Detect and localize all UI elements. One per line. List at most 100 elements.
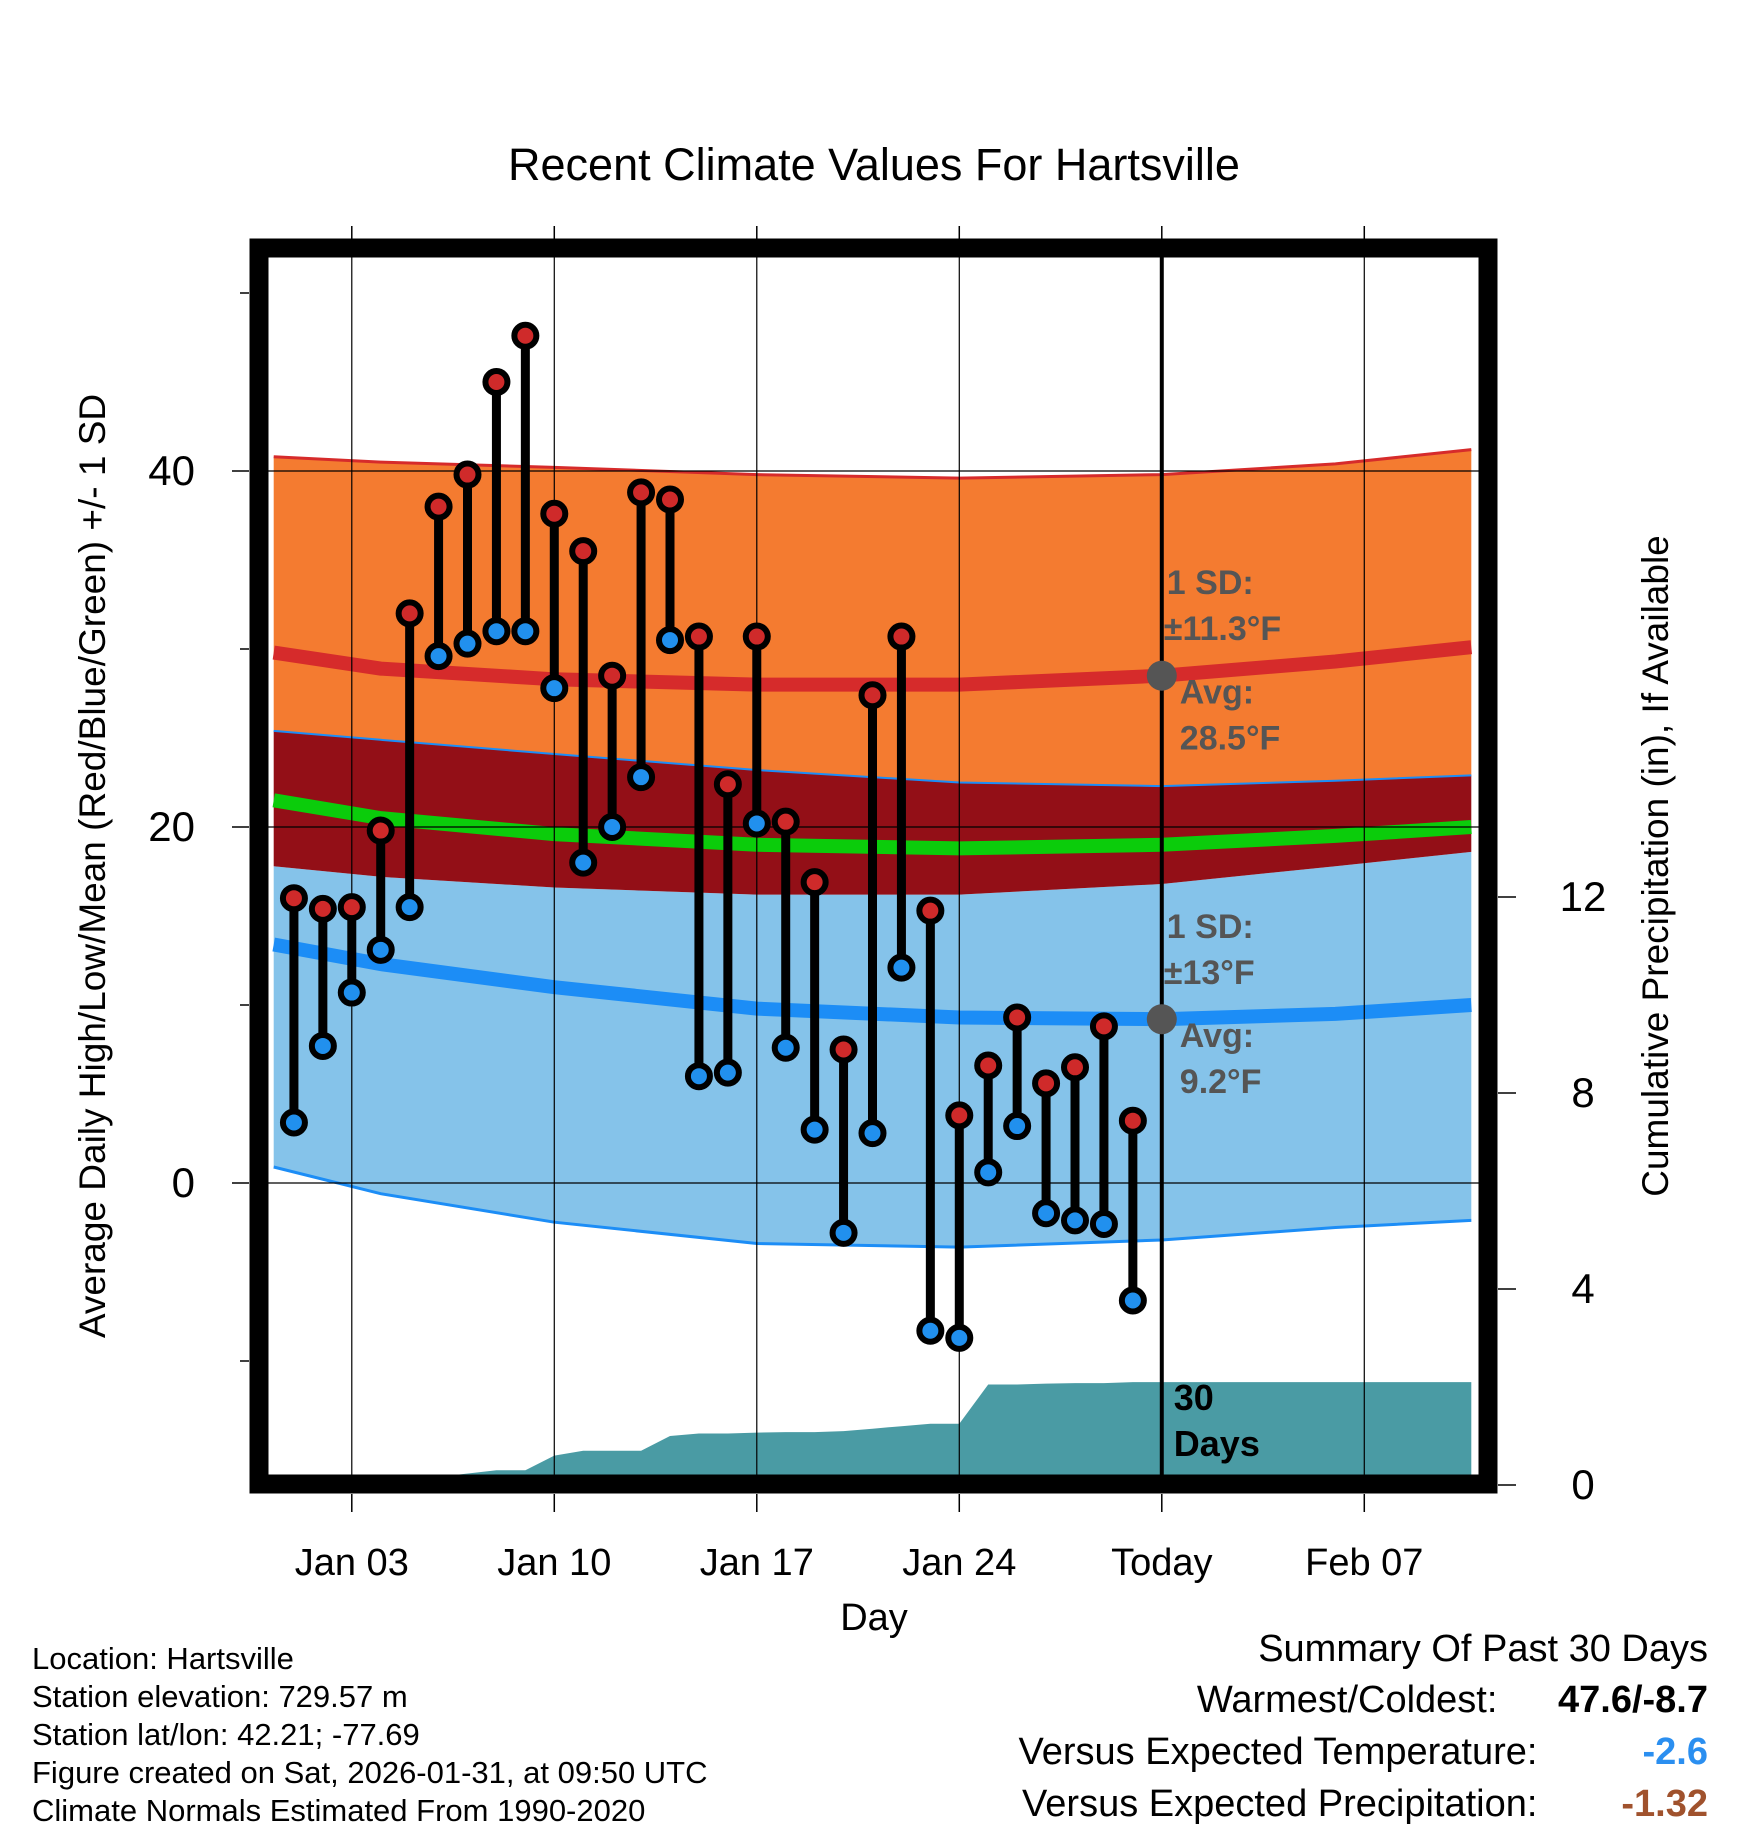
y-tick-label: 40 (148, 447, 195, 494)
low-point (771, 1033, 800, 1062)
high-point (366, 816, 395, 845)
low-point (858, 1119, 887, 1148)
low-sd-title: 1 SD: (1167, 908, 1254, 946)
x-axis-label: Day (840, 1597, 908, 1639)
y2-tick-label: 4 (1571, 1265, 1594, 1312)
high-point (887, 622, 916, 651)
y2-tick-label: 8 (1571, 1069, 1594, 1116)
plot-frame (249, 238, 1498, 1494)
temp-label: Versus Expected Temperature: (1018, 1731, 1538, 1773)
low-point (656, 626, 684, 655)
station-info: Location: Hartsville Station elevation: … (32, 1640, 708, 1830)
x-tick-label: Jan 17 (700, 1542, 814, 1584)
daily-range-bars (279, 321, 1147, 1352)
low-point (569, 848, 598, 877)
high-point (598, 661, 627, 690)
high-point (511, 321, 540, 350)
low-point (308, 1031, 337, 1060)
x-tick-label: Feb 07 (1305, 1542, 1423, 1584)
low-point (511, 617, 540, 646)
high-point (1032, 1069, 1061, 1098)
low-point (974, 1158, 1003, 1187)
precipitation-area (273, 1382, 1472, 1475)
high-point (308, 894, 337, 923)
x-tick-label: Jan 03 (295, 1542, 409, 1584)
low-point (598, 813, 627, 841)
low-point (916, 1316, 945, 1345)
high-point (916, 896, 945, 925)
high-point (569, 537, 598, 566)
warm-cold-value: 47.6/-8.7 (1558, 1679, 1708, 1721)
y2-axis-label: Cumulative Precipitation (in), If Availa… (1635, 535, 1676, 1197)
high-point (684, 622, 713, 651)
low-point (742, 809, 771, 838)
normals-text: Climate Normals Estimated From 1990-2020 (32, 1793, 646, 1828)
high-point (279, 884, 308, 913)
high-point (974, 1051, 1003, 1080)
y-axis-label: Average Daily High/Low/Mean (Red/Blue/Gr… (72, 394, 113, 1338)
precip-value: -1.32 (1621, 1783, 1708, 1825)
summary-panel: Summary Of Past 30 Days Warmest/Coldest:… (1019, 1624, 1708, 1830)
summary-warm-cold: Warmest/Coldest: 47.6/-8.7 (1019, 1674, 1708, 1726)
temp-value: -2.6 (1642, 1731, 1708, 1773)
high-point (482, 368, 511, 396)
high-sd-value: ±11.3°F (1164, 610, 1281, 648)
high-point (945, 1101, 974, 1130)
high-point (1003, 1003, 1032, 1032)
axes: Jan 03 Jan 10 Jan 17 Jan 24 Today Feb 0702040… (148, 226, 1606, 1584)
low-point (1118, 1286, 1147, 1315)
high-avg-title: Avg: (1180, 674, 1254, 712)
low-point (279, 1108, 308, 1137)
latlon-text: Station lat/lon: 42.21; -77.69 (32, 1717, 420, 1752)
low-point (1089, 1209, 1118, 1238)
low-point (945, 1323, 974, 1352)
low-point (1061, 1206, 1089, 1235)
normal-labels: 1 SD: ±11.3°F Avg: 28.5°F 1 SD: ±13°F Avg: 9.2°… (1146, 564, 1281, 1464)
x-tick-label: Today (1111, 1542, 1212, 1584)
low-point (627, 763, 656, 792)
low-point (1003, 1112, 1032, 1141)
high-avg-dot (1146, 660, 1177, 691)
location-text: Location: Hartsville (32, 1641, 294, 1676)
low-point (800, 1115, 829, 1144)
high-point (1061, 1053, 1089, 1082)
y-tick-label: 20 (148, 803, 195, 850)
low-point (1032, 1199, 1061, 1228)
high-point (800, 868, 829, 897)
elevation-text: Station elevation: 729.57 m (32, 1679, 408, 1714)
precip-label-days-count: 30 (1174, 1377, 1214, 1418)
warm-cold-label: Warmest/Coldest: (1196, 1679, 1498, 1721)
high-point (656, 485, 684, 514)
low-point (713, 1058, 742, 1087)
high-avg-value: 28.5°F (1180, 720, 1281, 758)
low-point (887, 953, 916, 982)
high-point (395, 599, 424, 628)
low-sd-value: ±13°F (1164, 954, 1255, 992)
high-upper-edge (273, 448, 1472, 480)
high-point (713, 770, 742, 799)
high-point (337, 893, 366, 922)
y2-tick-label: 0 (1571, 1461, 1594, 1508)
precip-label: Versus Expected Precipitation: (1022, 1783, 1538, 1825)
x-tick-label: Jan 24 (902, 1542, 1016, 1584)
summary-temp: Versus Expected Temperature: -2.6 (1019, 1726, 1708, 1778)
high-point (540, 499, 569, 528)
summary-title: Summary Of Past 30 Days (1258, 1628, 1708, 1670)
high-point (627, 478, 656, 507)
low-point (366, 935, 395, 964)
low-point (684, 1062, 713, 1091)
precip-label-days: Days (1174, 1423, 1260, 1464)
summary-precip: Versus Expected Precipitation: -1.32 (1019, 1778, 1708, 1830)
low-lower-edge (273, 1165, 1472, 1249)
high-point (1118, 1106, 1147, 1135)
normal-low-line (272, 937, 1472, 1027)
high-point (1089, 1012, 1118, 1041)
low-avg-dot (1146, 1004, 1177, 1035)
high-point (424, 492, 453, 521)
high-point (858, 681, 887, 710)
precip-area-fill (273, 1382, 1472, 1475)
low-point (453, 629, 482, 658)
high-point (771, 807, 800, 836)
low-avg-value: 9.2°F (1180, 1063, 1262, 1101)
